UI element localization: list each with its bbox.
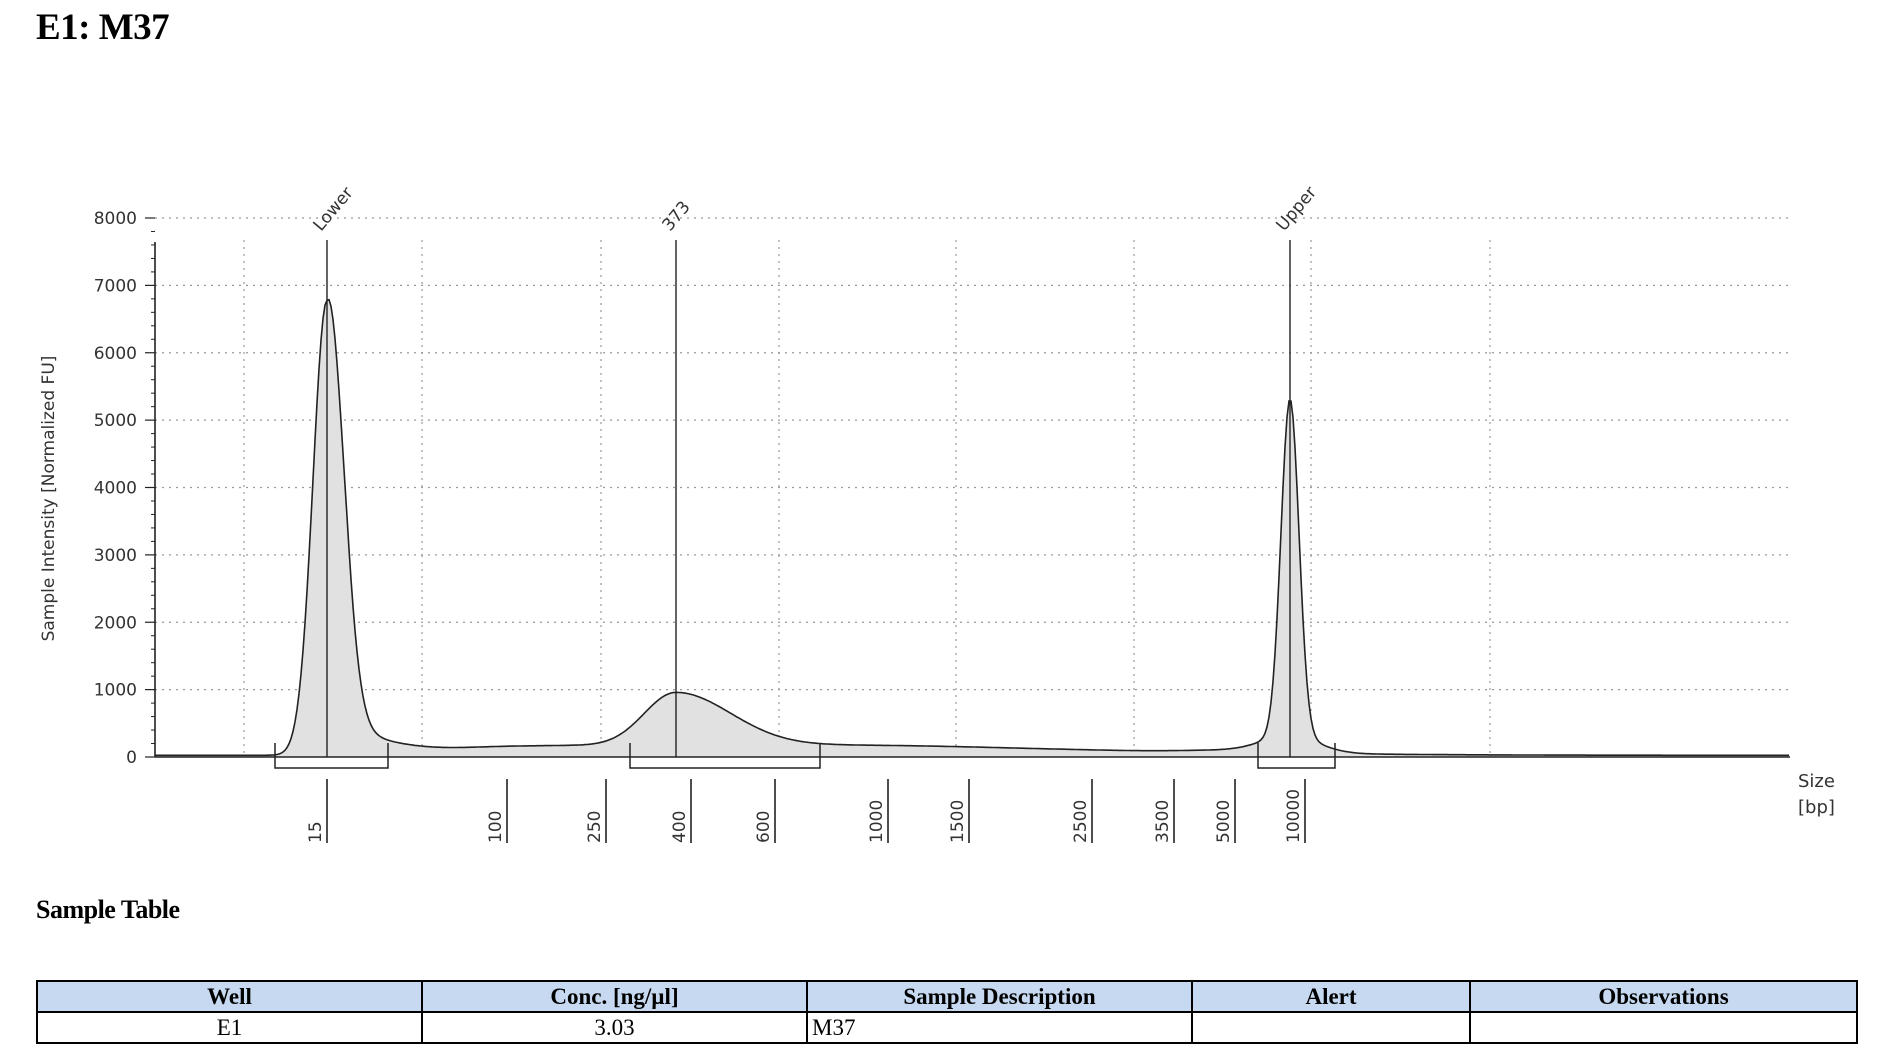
- chart-canvas: 0 1000 2000 3000 4000 5000 6000 7000 8000 Sample …: [39, 183, 1835, 843]
- trace-fill: [155, 299, 1790, 757]
- column-header-alert: Alert: [1191, 980, 1471, 1013]
- sample-table: Well Conc. [ng/µl] Sample Description Al…: [36, 980, 1858, 1044]
- x-axis-unit: [bp]: [1798, 797, 1835, 818]
- y-tick-label: 5000: [94, 411, 137, 431]
- region-bracket: [1257, 743, 1336, 769]
- electropherogram-chart: 0 1000 2000 3000 4000 5000 6000 7000 8000 Sample …: [30, 95, 1850, 865]
- cell-concentration: 3.03: [421, 1011, 808, 1044]
- column-header-sample-description: Sample Description: [806, 980, 1193, 1013]
- x-tick-label: 15: [306, 821, 326, 843]
- cell-alert: [1191, 1011, 1471, 1044]
- y-tick-label: 2000: [94, 613, 137, 633]
- sample-table-title: Sample Table: [36, 895, 180, 924]
- x-tick-label: 400: [670, 811, 690, 843]
- x-tick-label: 1500: [948, 800, 968, 843]
- cell-sample-description: M37: [806, 1011, 1193, 1044]
- y-tick-label: 4000: [94, 479, 137, 499]
- x-tick-label: 3500: [1153, 800, 1173, 843]
- y-tick-label: 3000: [94, 546, 137, 566]
- x-tick-label: 100: [486, 811, 506, 843]
- y-tick-label: 0: [126, 748, 137, 768]
- column-header-concentration: Conc. [ng/µl]: [421, 980, 808, 1013]
- peak-label: Upper: [1273, 183, 1321, 235]
- x-tick-label: 2500: [1071, 800, 1091, 843]
- x-tick-label: 10000: [1284, 789, 1304, 843]
- column-header-well: Well: [36, 980, 423, 1013]
- x-tick-label: 250: [585, 811, 605, 843]
- peak-label: Lower: [310, 183, 358, 235]
- page-title: E1: M37: [36, 7, 170, 48]
- y-axis-label: Sample Intensity [Normalized FU]: [39, 356, 59, 642]
- x-tick-label: 1000: [867, 800, 887, 843]
- table-header-row: Well Conc. [ng/µl] Sample Description Al…: [36, 980, 1858, 1013]
- y-tick-label: 7000: [94, 276, 137, 296]
- peak-label: 373: [659, 197, 695, 235]
- x-axis-label: Size: [1798, 771, 1835, 792]
- cell-observations: [1469, 1011, 1858, 1044]
- y-tick-label: 8000: [94, 209, 137, 229]
- column-header-observations: Observations: [1469, 980, 1858, 1013]
- table-row: E1 3.03 M37: [36, 1011, 1858, 1044]
- x-tick-label: 5000: [1214, 800, 1234, 843]
- x-tick-label: 600: [754, 811, 774, 843]
- y-tick-label: 6000: [94, 344, 137, 364]
- cell-well: E1: [36, 1011, 423, 1044]
- y-tick-label: 1000: [94, 681, 137, 701]
- region-bracket: [629, 743, 821, 769]
- region-bracket: [274, 743, 389, 769]
- trace-line: [155, 298, 1789, 757]
